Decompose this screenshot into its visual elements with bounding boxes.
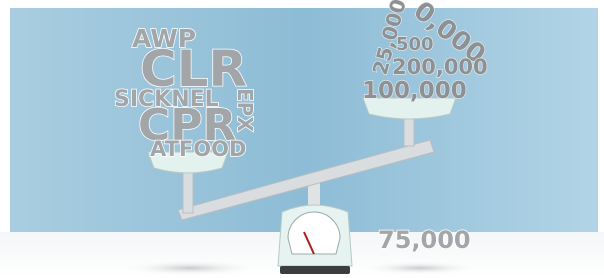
number: 500 bbox=[396, 34, 434, 55]
number: 100,000 bbox=[362, 78, 467, 104]
word: ATFOOD bbox=[150, 137, 246, 161]
shadow bbox=[120, 260, 260, 276]
floor-number: 75,000 bbox=[378, 226, 471, 254]
shadow bbox=[360, 261, 480, 275]
number: 200,000 bbox=[392, 55, 488, 79]
backdrop bbox=[10, 8, 598, 232]
word: EPX bbox=[233, 88, 257, 132]
illustration: AWP CLR SICKNEL EPX CPR ATFOOD 25,000 0,… bbox=[0, 0, 604, 278]
